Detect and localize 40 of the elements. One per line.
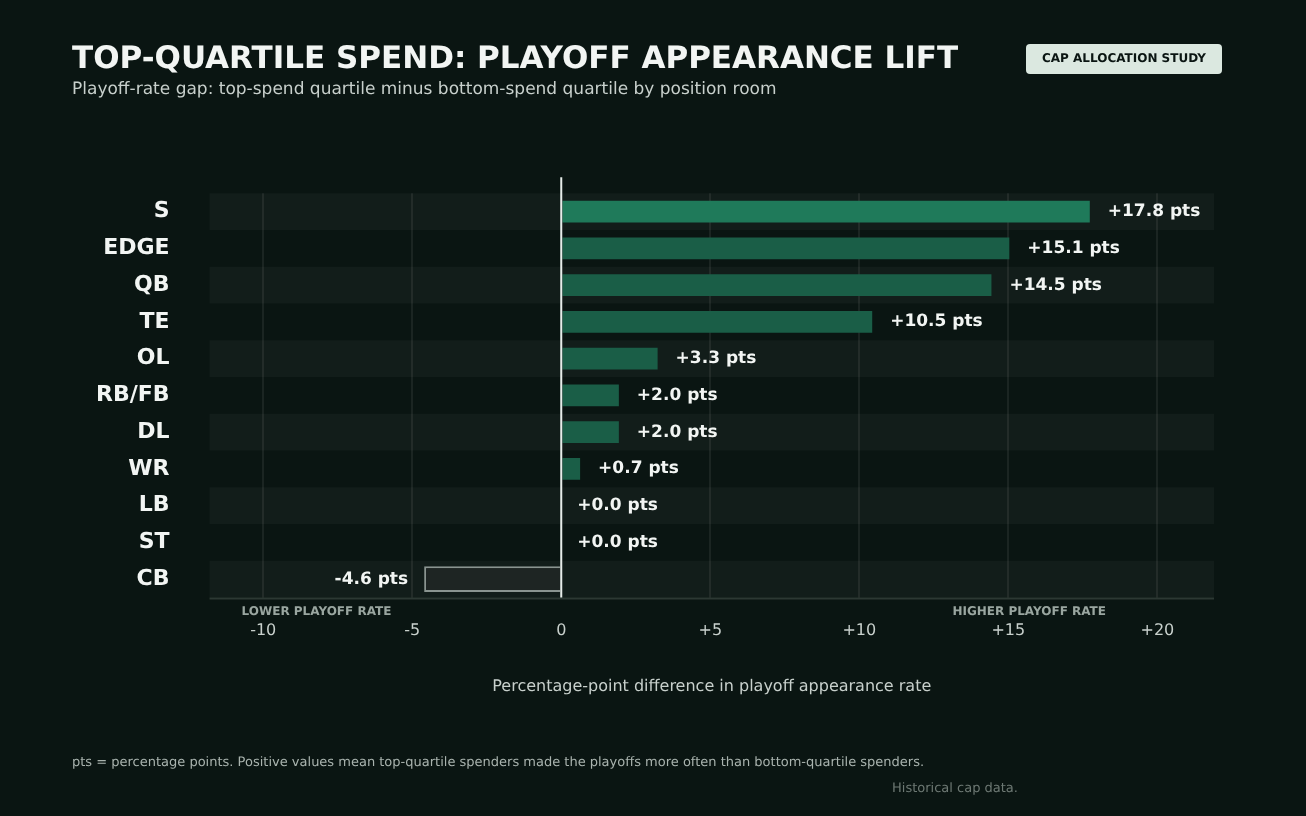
y-tick-label: EDGE bbox=[103, 234, 170, 261]
bar bbox=[562, 274, 992, 296]
y-tick-label: DL bbox=[137, 417, 170, 444]
data-label: -4.6 pts bbox=[334, 569, 409, 590]
bar bbox=[562, 237, 1010, 260]
data-label: +15.1 pts bbox=[1027, 238, 1120, 259]
x-tick-label: -10 bbox=[250, 621, 277, 640]
x-tick-label: +10 bbox=[842, 621, 877, 640]
data-label: +0.0 pts bbox=[577, 496, 658, 517]
x-axis-title: Percentage-point difference in playoff appearance rate bbox=[492, 676, 932, 695]
y-tick-label: LB bbox=[138, 491, 170, 518]
data-label: +17.8 pts bbox=[1107, 201, 1201, 222]
data-label: +2.0 pts bbox=[636, 422, 718, 443]
bar bbox=[562, 421, 619, 444]
y-tick-label: OL bbox=[136, 344, 170, 371]
y-tick-label: CB bbox=[136, 564, 170, 591]
chart-title: TOP-QUARTILE SPEND: PLAYOFF APPEARANCE LIFT bbox=[72, 40, 959, 76]
y-tick-label: ST bbox=[138, 528, 171, 555]
data-label: +14.5 pts bbox=[1009, 275, 1102, 296]
x-tick-label: 0 bbox=[556, 621, 567, 640]
x-tick-label: -5 bbox=[404, 621, 421, 640]
bar bbox=[562, 384, 619, 407]
bar bbox=[562, 311, 873, 333]
x-tick-label: +20 bbox=[1140, 621, 1175, 640]
y-tick-label: RB/FB bbox=[95, 381, 170, 408]
y-tick-label: WR bbox=[128, 454, 171, 481]
bar bbox=[562, 347, 658, 370]
bar bbox=[562, 200, 1090, 223]
data-label: +3.3 pts bbox=[675, 349, 757, 370]
x-tick-label: +5 bbox=[698, 621, 723, 640]
chart-subtitle: Playoff-rate gap: top-spend quartile minus bottom-spend quartile by position room bbox=[72, 80, 777, 100]
x-tick-label: +15 bbox=[991, 621, 1026, 640]
y-tick-label: TE bbox=[139, 307, 170, 334]
data-label: +0.7 pts bbox=[598, 459, 679, 480]
bar bbox=[562, 458, 581, 480]
data-label: +2.0 pts bbox=[636, 385, 718, 406]
data-label: +10.5 pts bbox=[890, 312, 983, 333]
y-tick-label: S bbox=[153, 197, 170, 224]
data-label: +0.0 pts bbox=[577, 532, 658, 553]
y-tick-label: QB bbox=[134, 270, 170, 297]
